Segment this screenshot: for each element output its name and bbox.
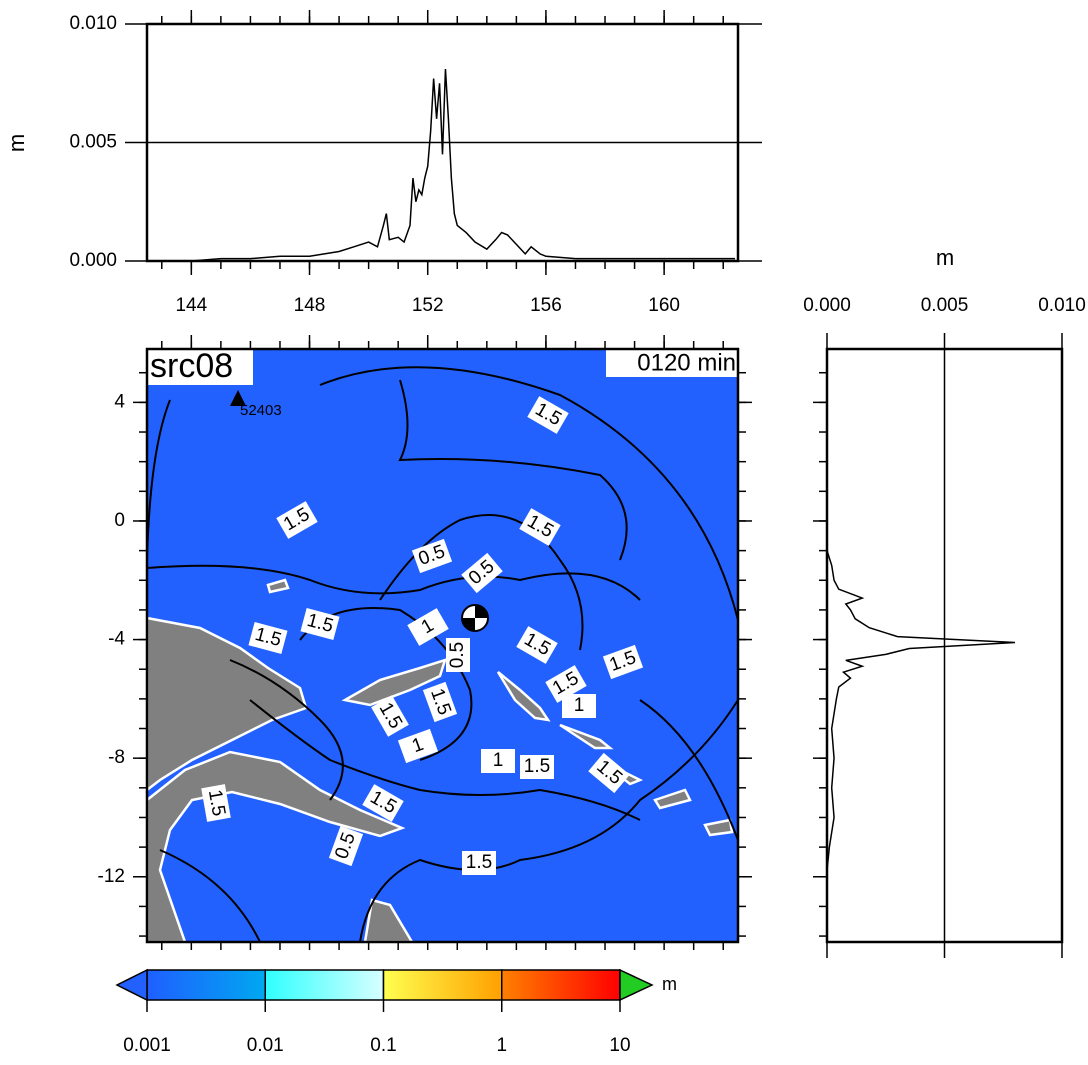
colorbar-segment (146, 969, 266, 1001)
landmass (266, 578, 290, 594)
colorbar-tick-label: 0.001 (123, 1035, 171, 1056)
label-text: 1 (493, 750, 504, 771)
label-box (562, 694, 596, 718)
landmass (703, 818, 734, 837)
x-tick-label: 156 (530, 295, 562, 316)
colorbar-tick-label: 0.01 (247, 1035, 284, 1056)
colorbar-under (115, 968, 148, 1002)
y-tick-label: 4 (114, 391, 125, 412)
label-text: 1.5 (204, 788, 229, 818)
x-tick-label: 0.005 (921, 295, 969, 316)
contour-label: 1 (397, 728, 439, 764)
y-tick-label: 0.005 (69, 132, 117, 153)
landmass (496, 671, 551, 722)
label-box (407, 608, 449, 646)
colorbar-tick-label: 10 (609, 1035, 630, 1056)
map-title: src08 (150, 347, 233, 385)
label-box (545, 665, 587, 703)
colorbar-unit: m (662, 974, 677, 994)
label-box (519, 508, 561, 546)
label-box (411, 538, 453, 574)
colorbar-segment (501, 969, 621, 1001)
label-box (527, 396, 569, 434)
label-box (201, 784, 231, 822)
label-box (422, 681, 458, 723)
x-tick-label: 0.010 (1038, 295, 1086, 316)
contour-label: 0.5 (446, 638, 470, 672)
y-tick-label: -8 (108, 747, 125, 768)
map-frame (145, 347, 740, 944)
y-tick-label: 0.010 (69, 13, 117, 34)
contour-label: 0.5 (328, 825, 364, 867)
time-label: 0120 min (637, 349, 736, 376)
contour-label: 1.5 (201, 784, 231, 822)
contour-label: 1 (481, 749, 515, 773)
label-box (397, 728, 439, 764)
label-box (371, 695, 409, 737)
x-tick-label: 152 (412, 295, 444, 316)
label-box (520, 755, 554, 779)
landmass (145, 616, 308, 793)
profile-line (826, 550, 1016, 871)
time-box (606, 349, 738, 377)
y-axis-label: m (4, 134, 29, 152)
contour-label: 1.5 (462, 851, 496, 875)
y-tick-label: -12 (98, 866, 125, 887)
contour-label: 1.5 (520, 755, 554, 779)
x-tick-label: 160 (648, 295, 680, 316)
contour-label: 1.5 (248, 622, 288, 654)
landmass (341, 658, 447, 707)
label-box (588, 752, 630, 794)
profile-line (191, 68, 736, 262)
label-box (481, 749, 515, 773)
colorbar-segment (264, 969, 385, 1001)
y-tick-label: -4 (108, 629, 125, 650)
contour-labels: 1.51.5 1.50.50.51.51.5 11.51.51.511.5 1.511… (201, 396, 644, 875)
label-box (248, 622, 288, 654)
label-box (362, 784, 404, 822)
epicenter (461, 604, 489, 632)
label-box (328, 825, 364, 867)
colorbar-tick-label: 1 (496, 1035, 507, 1056)
landmass (653, 788, 692, 810)
colorbar-segment (382, 969, 503, 1001)
x-tick-label: 148 (294, 295, 326, 316)
label-box (602, 644, 644, 680)
landmass (559, 723, 614, 750)
y-tick-label: 0.000 (69, 250, 117, 271)
label-box (462, 851, 496, 875)
label-box (516, 626, 558, 664)
x-tick-label: 144 (175, 295, 207, 316)
x-axis-label: m (936, 245, 954, 270)
colorbar-tick-label: 0.1 (370, 1035, 396, 1056)
label-text: 1.5 (466, 852, 492, 873)
contour-label: 1 (407, 608, 449, 646)
station-marker (230, 390, 246, 406)
contour-label: 1.5 (300, 608, 340, 640)
label-text: 1.5 (524, 756, 550, 777)
title-box (147, 349, 253, 385)
label-box (276, 501, 318, 539)
landmass (145, 750, 406, 944)
colorbar-over (619, 968, 654, 1002)
label-text: 0.5 (447, 642, 468, 668)
x-tick-label: 0.000 (803, 295, 851, 316)
contour-label: 1 (562, 694, 596, 718)
station-label: 52403 (240, 402, 282, 419)
label-box (300, 608, 340, 640)
label-box (446, 638, 470, 672)
y-tick-label: 0 (114, 510, 125, 531)
label-text: 1 (574, 695, 585, 716)
label-box (461, 552, 503, 594)
